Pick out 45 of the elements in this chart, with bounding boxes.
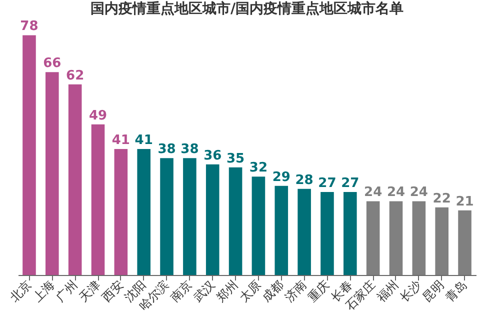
chart-title: 国内疫情重点地区城市/国内疫情重点地区城市名单 bbox=[90, 0, 404, 18]
x-tick-label: 重庆 bbox=[305, 278, 332, 304]
bar bbox=[298, 188, 311, 275]
bar bbox=[68, 84, 82, 275]
bar bbox=[114, 148, 128, 275]
bar bbox=[22, 35, 36, 275]
bar bbox=[252, 176, 266, 275]
data-label: 29 bbox=[272, 170, 290, 185]
data-label: 38 bbox=[180, 142, 199, 158]
bar bbox=[320, 192, 334, 275]
data-label: 21 bbox=[456, 194, 474, 210]
bar bbox=[46, 72, 59, 275]
x-tick-label: 南京 bbox=[168, 278, 195, 304]
bar bbox=[274, 186, 288, 275]
bar bbox=[458, 210, 472, 275]
bar bbox=[183, 158, 196, 275]
bar bbox=[91, 124, 105, 275]
bar bbox=[206, 164, 220, 275]
data-label: 22 bbox=[432, 191, 451, 206]
bar bbox=[160, 158, 174, 275]
data-label: 36 bbox=[204, 148, 222, 164]
data-label: 24 bbox=[410, 185, 428, 200]
data-label: 24 bbox=[364, 185, 382, 200]
data-label: 24 bbox=[386, 185, 406, 200]
bar bbox=[412, 201, 426, 275]
data-label: 28 bbox=[295, 172, 314, 188]
data-label: 27 bbox=[318, 176, 336, 191]
data-label: 41 bbox=[112, 132, 130, 148]
data-label: 49 bbox=[88, 108, 108, 124]
bar bbox=[366, 201, 380, 275]
data-label: 35 bbox=[226, 151, 245, 166]
data-label: 32 bbox=[249, 160, 268, 176]
data-label: 66 bbox=[43, 56, 62, 72]
bar bbox=[137, 148, 150, 275]
bar bbox=[344, 192, 357, 275]
x-tick-label: 郑州 bbox=[214, 278, 240, 304]
bar bbox=[228, 167, 242, 275]
data-label: 38 bbox=[158, 142, 176, 158]
data-label: 78 bbox=[20, 19, 38, 34]
bar bbox=[389, 201, 403, 275]
data-label: 41 bbox=[134, 132, 153, 148]
x-tick-label: 福州 bbox=[374, 278, 401, 304]
data-label: 27 bbox=[341, 176, 360, 191]
bar bbox=[435, 207, 448, 275]
data-label: 62 bbox=[66, 68, 84, 84]
